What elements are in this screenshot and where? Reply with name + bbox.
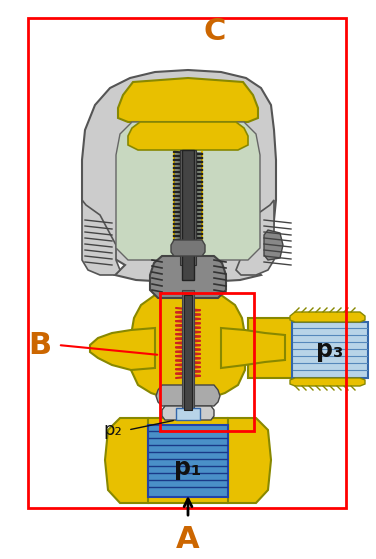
Polygon shape [236,200,274,275]
Text: A: A [176,525,200,555]
Bar [182,290,194,410]
Polygon shape [290,378,365,386]
Polygon shape [171,240,205,256]
Text: p₃: p₃ [316,338,344,362]
Polygon shape [290,312,365,322]
Bar [160,293,254,431]
Bar [182,150,194,280]
Polygon shape [228,418,271,503]
Text: p₁: p₁ [174,456,202,480]
Polygon shape [82,70,276,283]
Polygon shape [118,78,258,122]
Polygon shape [105,418,148,503]
Polygon shape [90,328,155,370]
Polygon shape [116,122,260,260]
Polygon shape [131,295,245,398]
Text: B: B [29,330,52,359]
Text: C: C [204,17,226,46]
Polygon shape [134,418,242,503]
Polygon shape [221,328,285,368]
Polygon shape [150,256,226,298]
Bar [184,295,192,410]
Bar [148,425,228,497]
Bar [292,322,368,378]
Polygon shape [248,318,320,378]
Polygon shape [128,122,248,150]
Bar [176,408,200,420]
Polygon shape [82,200,120,275]
Bar [28,18,346,508]
Polygon shape [162,406,214,420]
Polygon shape [156,385,220,406]
Text: p₂: p₂ [103,421,122,439]
Bar [180,150,196,265]
Polygon shape [264,230,283,260]
